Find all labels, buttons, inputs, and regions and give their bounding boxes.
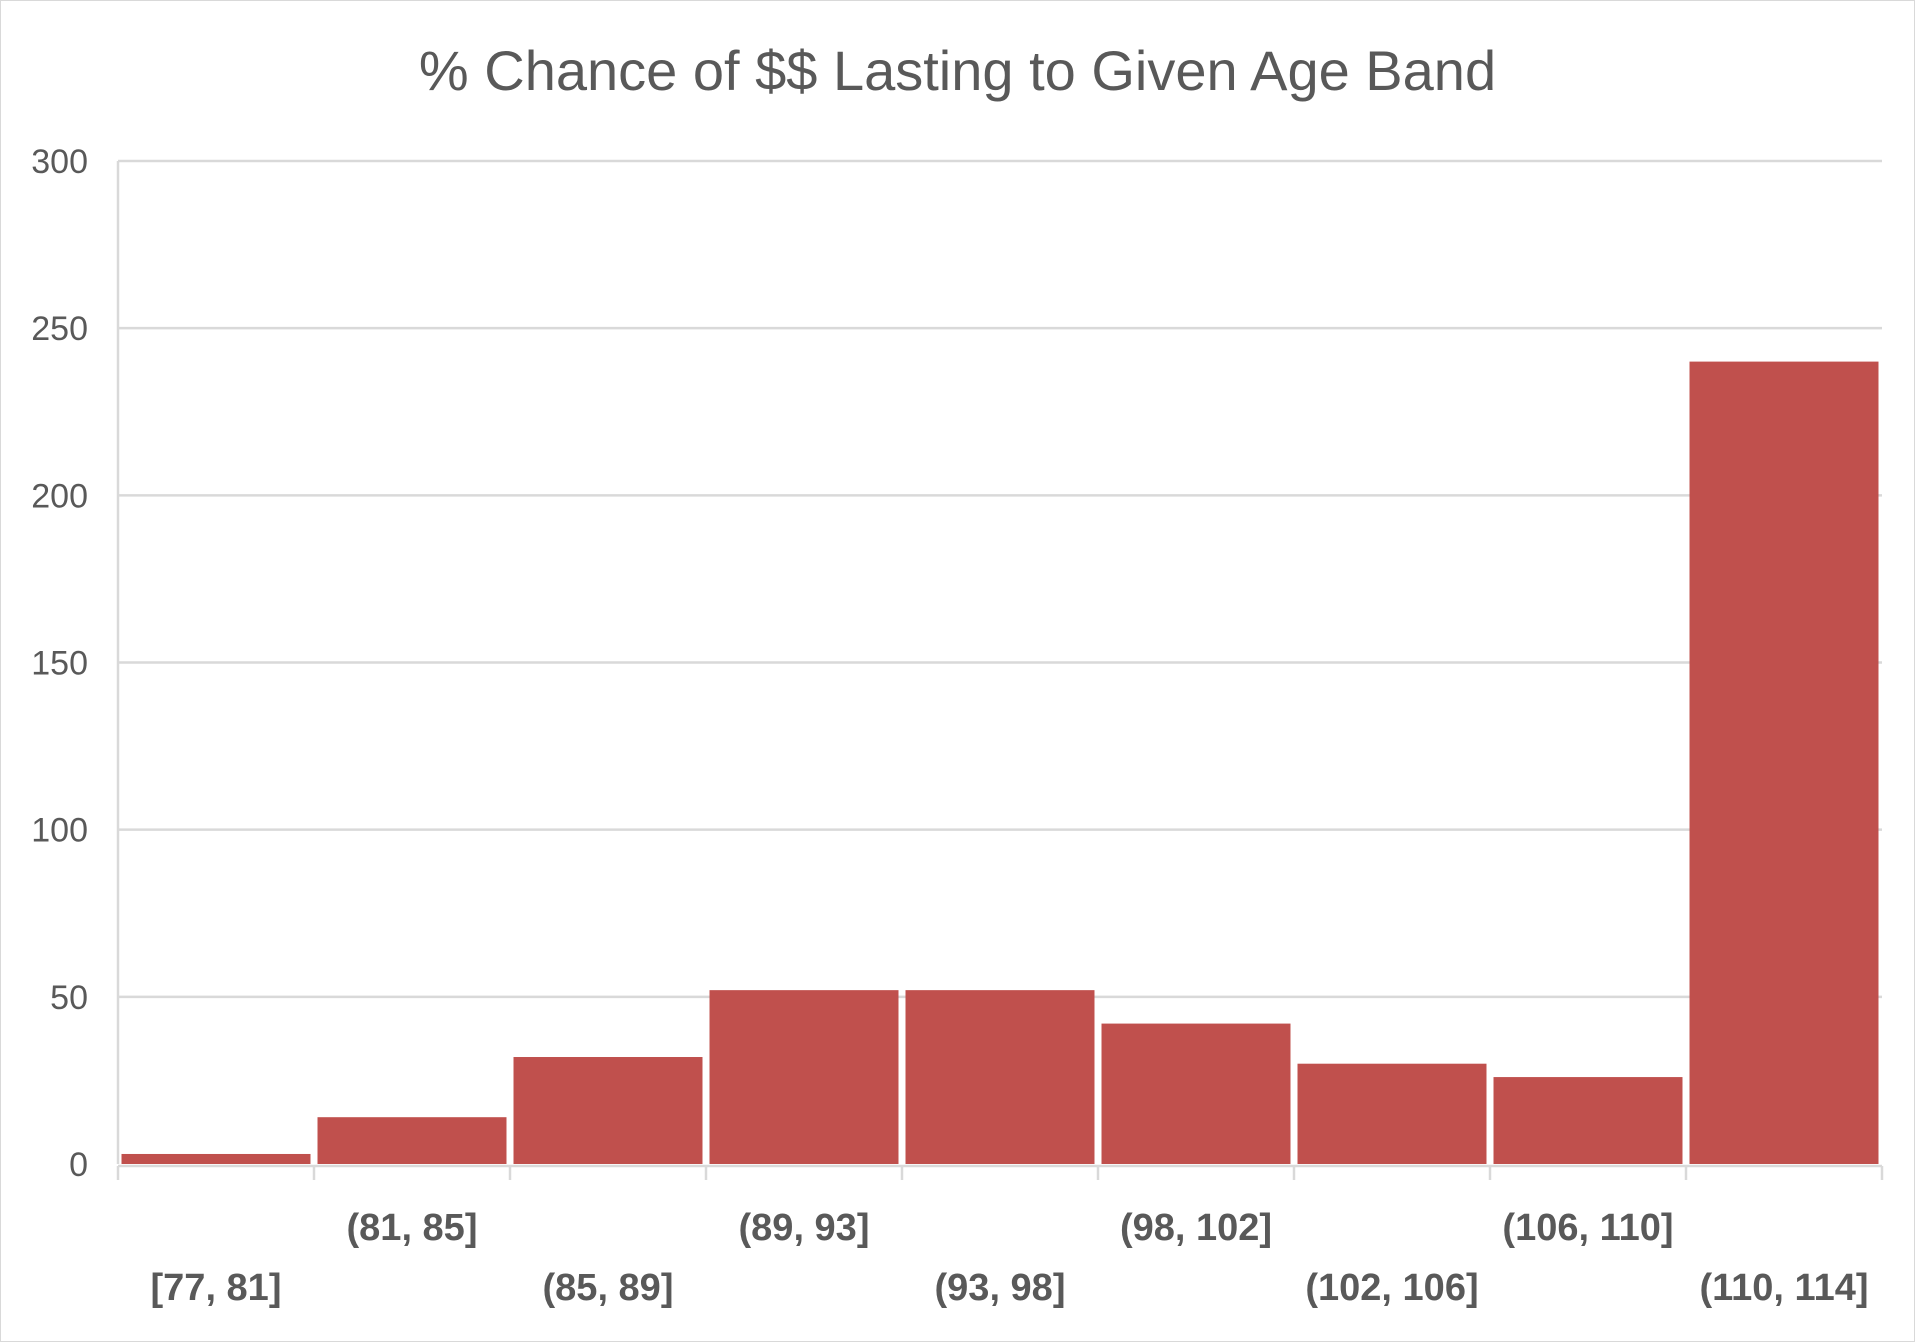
x-tick-label: (93, 98] — [935, 1267, 1066, 1309]
y-tick-label: 250 — [31, 310, 88, 348]
x-tick-label: (81, 85] — [347, 1207, 478, 1249]
bar — [905, 990, 1095, 1164]
bar — [1297, 1063, 1487, 1164]
y-tick-label: 200 — [31, 477, 88, 515]
y-tick-label: 50 — [50, 979, 88, 1017]
chart-title: % Chance of $$ Lasting to Given Age Band — [418, 39, 1497, 102]
x-tick-label: (106, 110] — [1502, 1207, 1673, 1249]
bar — [317, 1117, 507, 1164]
x-tick-label: (98, 102] — [1120, 1207, 1272, 1249]
y-tick-label: 0 — [69, 1146, 88, 1184]
x-tick-label: (85, 89] — [543, 1267, 674, 1309]
y-tick-label: 150 — [31, 645, 88, 683]
x-tick-label: (102, 106] — [1305, 1267, 1478, 1309]
x-tick-label: (89, 93] — [739, 1207, 870, 1249]
bar — [1493, 1077, 1683, 1164]
x-tick-label: (110, 114] — [1699, 1267, 1868, 1309]
x-tick-label: [77, 81] — [151, 1267, 282, 1309]
bar — [1101, 1023, 1291, 1164]
bar — [513, 1057, 703, 1164]
bar — [121, 1153, 311, 1164]
y-tick-label: 100 — [31, 812, 88, 850]
bar — [709, 990, 899, 1164]
y-tick-label: 300 — [31, 143, 88, 181]
bar — [1689, 361, 1879, 1165]
